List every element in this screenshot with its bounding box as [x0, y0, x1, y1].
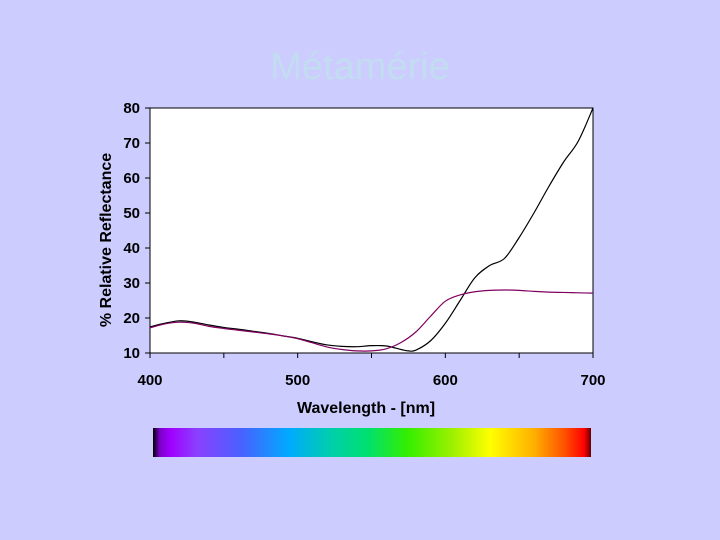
slide-title: Métamérie [270, 46, 450, 88]
x-tick-label: 500 [285, 372, 310, 389]
visible-spectrum-bar [153, 428, 591, 457]
y-tick-label: 40 [123, 240, 140, 257]
plot-area [149, 107, 594, 354]
series-line-2 [149, 289, 594, 352]
y-tick-label: 50 [123, 205, 140, 222]
x-axis-title: Wavelength - [nm] [297, 400, 435, 417]
y-tick-label: 10 [123, 345, 140, 362]
y-tick-label: 70 [123, 135, 140, 152]
y-axis: 10 20 30 40 50 60 70 80 [123, 100, 150, 362]
x-axis: 400 500 600 700 [137, 353, 606, 389]
series-layer [149, 107, 594, 352]
series-line-1 [149, 107, 594, 352]
y-tick-label: 20 [123, 310, 140, 327]
x-tick-label: 700 [580, 372, 605, 389]
x-tick-label: 600 [433, 372, 458, 389]
y-tick-label: 80 [123, 100, 140, 117]
y-axis-title: % Relative Reflectance [98, 153, 115, 327]
y-tick-label: 30 [123, 275, 140, 292]
y-tick-label: 60 [123, 170, 140, 187]
x-tick-label: 400 [137, 372, 162, 389]
